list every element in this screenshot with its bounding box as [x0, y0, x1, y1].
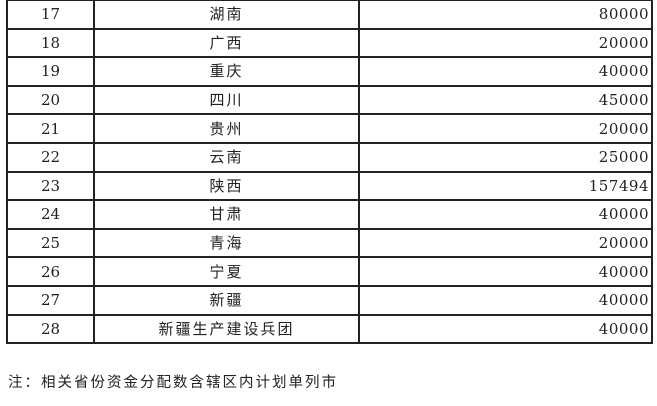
table-row: 28 新疆生产建设兵团 40000 [6, 313, 653, 345]
row-index: 17 [6, 0, 95, 30]
row-index: 19 [6, 56, 95, 87]
row-index: 20 [6, 84, 95, 116]
row-region: 贵州 [93, 113, 360, 144]
row-region: 新疆 [93, 284, 360, 316]
row-amount: 20000 [358, 227, 653, 259]
row-region: 甘肃 [93, 199, 360, 230]
table-row: 21 贵州 20000 [6, 113, 653, 144]
table-row: 25 青海 20000 [6, 227, 653, 259]
table-row: 24 甘肃 40000 [6, 199, 653, 230]
row-index: 18 [6, 27, 95, 59]
row-region: 广西 [93, 27, 360, 59]
row-region: 宁夏 [93, 256, 360, 287]
row-index: 24 [6, 199, 95, 230]
row-region: 陕西 [93, 170, 360, 202]
row-region: 青海 [93, 227, 360, 259]
row-index: 27 [6, 284, 95, 316]
table-row: 19 重庆 40000 [6, 56, 653, 87]
allocation-table: 17 湖南 80000 18 广西 20000 19 重庆 40000 20 四川 45000 21 贵州… [6, 0, 653, 345]
table-row: 23 陕西 157494 [6, 170, 653, 202]
row-amount: 80000 [358, 0, 653, 30]
row-amount: 45000 [358, 84, 653, 116]
row-index: 21 [6, 113, 95, 144]
row-amount: 20000 [358, 27, 653, 59]
table-note: 注：相关省份资金分配数含辖区内计划单列市 [8, 375, 338, 391]
row-amount: 40000 [358, 284, 653, 316]
table-row: 17 湖南 80000 [6, 0, 653, 30]
table-row: 27 新疆 40000 [6, 284, 653, 316]
row-region: 重庆 [93, 56, 360, 87]
row-region: 湖南 [93, 0, 360, 30]
row-index: 25 [6, 227, 95, 259]
table-row: 22 云南 25000 [6, 141, 653, 173]
row-amount: 157494 [358, 170, 653, 202]
table-row: 26 宁夏 40000 [6, 256, 653, 287]
table-row: 20 四川 45000 [6, 84, 653, 116]
row-amount: 25000 [358, 141, 653, 173]
row-region: 四川 [93, 84, 360, 116]
row-amount: 40000 [358, 199, 653, 230]
row-index: 22 [6, 141, 95, 173]
row-amount: 20000 [358, 113, 653, 144]
row-index: 23 [6, 170, 95, 202]
row-amount: 40000 [358, 256, 653, 287]
table-row: 18 广西 20000 [6, 27, 653, 59]
row-index: 28 [6, 313, 95, 345]
row-region: 云南 [93, 141, 360, 173]
row-amount: 40000 [358, 313, 653, 345]
row-amount: 40000 [358, 56, 653, 87]
row-index: 26 [6, 256, 95, 287]
row-region: 新疆生产建设兵团 [93, 313, 360, 345]
